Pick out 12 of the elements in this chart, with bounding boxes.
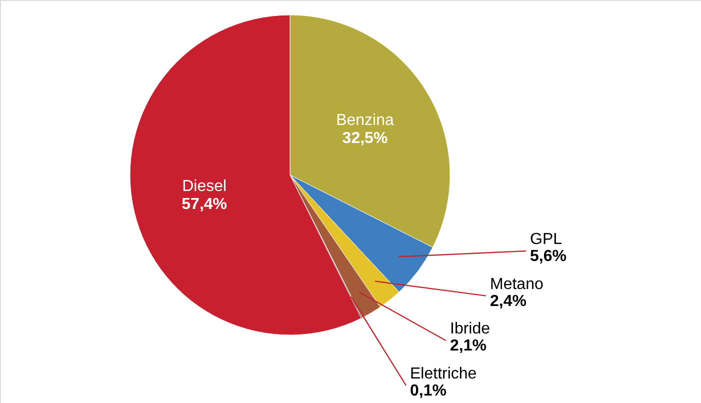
slice-label: Metano [490, 276, 544, 293]
slice-label: Elettriche [410, 365, 477, 382]
data-label: 32,5% [342, 130, 388, 147]
slice-label: Benzina [336, 112, 394, 129]
data-label: 5,6% [530, 248, 566, 265]
slice-label: GPL [530, 231, 562, 248]
data-label: 57,4% [182, 196, 228, 214]
data-label: 2,4% [490, 292, 526, 310]
slice-label: Diesel [182, 178, 227, 196]
data-label: 0,1% [410, 382, 446, 400]
data-label: 2,1% [450, 338, 486, 355]
slice-label: Ibride [450, 320, 490, 338]
